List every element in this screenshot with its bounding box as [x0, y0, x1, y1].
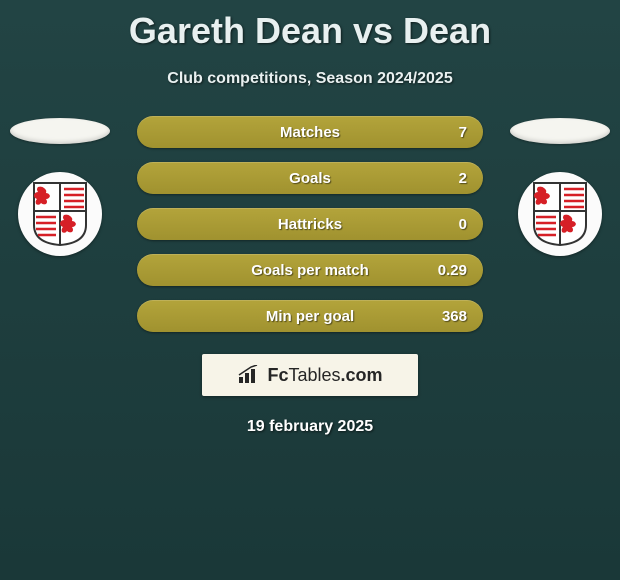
player-left-club-crest	[18, 172, 102, 256]
comparison-content: Matches 7 Goals 2 Hattricks 0 Goals per …	[0, 116, 620, 436]
brand-badge: FcTables.com	[202, 354, 418, 396]
player-right-avatar-placeholder	[510, 118, 610, 144]
stat-bar-hattricks: Hattricks 0	[137, 208, 483, 240]
stat-bar-goals-per-match: Goals per match 0.29	[137, 254, 483, 286]
stat-bar-goals: Goals 2	[137, 162, 483, 194]
player-right-club-crest	[518, 172, 602, 256]
brand-suffix: Tables	[288, 365, 340, 385]
stat-bar-min-per-goal: Min per goal 368	[137, 300, 483, 332]
stat-value: 0.29	[438, 262, 467, 279]
stats-bars: Matches 7 Goals 2 Hattricks 0 Goals per …	[137, 116, 483, 332]
club-crest-icon	[532, 181, 588, 247]
bar-chart-icon	[237, 365, 263, 385]
stat-label: Matches	[280, 124, 340, 141]
brand-prefix: Fc	[267, 365, 288, 385]
brand-text: FcTables.com	[267, 365, 382, 386]
subtitle: Club competitions, Season 2024/2025	[0, 70, 620, 88]
stat-label: Goals per match	[251, 262, 369, 279]
date-label: 19 february 2025	[0, 418, 620, 436]
player-left-column	[0, 116, 120, 256]
stat-label: Hattricks	[278, 216, 342, 233]
stat-value: 368	[442, 308, 467, 325]
stat-value: 0	[459, 216, 467, 233]
stat-value: 7	[459, 124, 467, 141]
brand-tld: .com	[341, 365, 383, 385]
player-right-column	[500, 116, 620, 256]
stat-label: Min per goal	[266, 308, 354, 325]
player-left-avatar-placeholder	[10, 118, 110, 144]
club-crest-icon	[32, 181, 88, 247]
stat-label: Goals	[289, 170, 331, 187]
page-title: Gareth Dean vs Dean	[0, 0, 620, 52]
stat-value: 2	[459, 170, 467, 187]
stat-bar-matches: Matches 7	[137, 116, 483, 148]
